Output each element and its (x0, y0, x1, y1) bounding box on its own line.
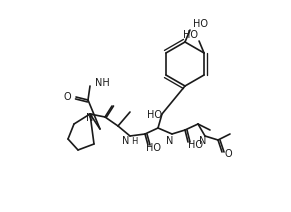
Text: N: N (122, 136, 130, 146)
Text: H: H (131, 137, 137, 145)
Text: N: N (86, 113, 94, 123)
Text: HO: HO (146, 143, 162, 153)
Text: N: N (166, 136, 174, 146)
Text: O: O (63, 92, 71, 102)
Text: O: O (224, 149, 232, 159)
Text: HO: HO (182, 30, 198, 40)
Text: HO: HO (189, 140, 203, 150)
Text: HO: HO (148, 110, 162, 120)
Text: HO: HO (194, 19, 208, 29)
Text: N: N (199, 136, 207, 146)
Text: NH: NH (95, 78, 109, 88)
